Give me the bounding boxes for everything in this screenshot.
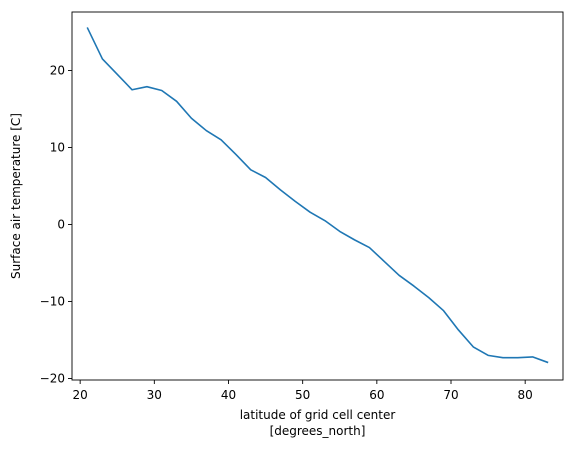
x-tick-label: 30 — [147, 388, 162, 402]
x-tick-label: 60 — [369, 388, 384, 402]
plot-frame — [71, 11, 564, 381]
x-axis-label: latitude of grid cell center — [240, 408, 396, 422]
x-tick-label: 50 — [295, 388, 310, 402]
x-tick-label: 70 — [443, 388, 458, 402]
x-tick-label: 20 — [73, 388, 88, 402]
y-tick-label: −20 — [40, 371, 65, 385]
y-tick-label: −10 — [40, 294, 65, 308]
y-axis-label: Surface air temperature [C] — [9, 113, 23, 279]
x-tick-label: 40 — [221, 388, 236, 402]
x-tick-label: 80 — [518, 388, 533, 402]
plot-background — [72, 12, 563, 380]
y-axis-ticks: −20 −10 0 10 20 — [40, 64, 72, 385]
y-tick-label: 10 — [50, 140, 65, 154]
temperature-line — [86, 27, 549, 364]
y-tick-label: 20 — [50, 64, 65, 78]
x-axis-ticks: 20 30 40 50 60 70 80 — [73, 380, 533, 402]
x-axis-units: [degrees_north] — [270, 424, 366, 438]
y-tick-label: 0 — [57, 217, 65, 231]
